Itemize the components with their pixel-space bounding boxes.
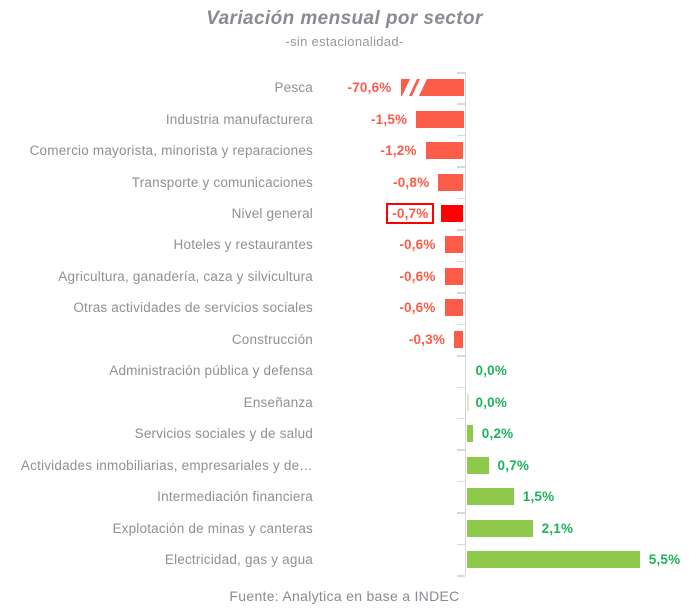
category-label: Industria manufacturera [165,111,313,127]
category-label: Actividades inmobiliarias, empresariales… [20,457,313,473]
value-label: -1,5% [370,111,408,127]
chart-row: Intermediación financiera 1,5% [0,481,689,512]
value-label: -0,6% [399,300,436,316]
axis-tick [456,355,465,357]
axis-tick [456,166,465,168]
bar [466,456,489,474]
value-label: -0,3% [408,331,446,347]
chart-row: Administración pública y defensa 0,0% [0,355,689,386]
bar [425,142,464,160]
value-label: 5,5% [648,551,681,567]
category-label: Enseñanza [243,394,313,410]
axis-tick [456,260,465,263]
bar [466,393,469,411]
category-label: Construcción [231,331,313,347]
axis-tick [456,449,465,451]
y-axis-line [464,72,466,576]
bar [466,550,640,568]
chart-row: Transporte y comunicaciones -0,8% [0,166,689,197]
bar [444,299,464,317]
bar [444,267,464,285]
category-label: Nivel general [231,206,313,222]
axis-tick [456,229,465,231]
axis-tick [456,512,465,514]
category-label: Electricidad, gas y agua [164,551,313,567]
value-label: -0,8% [393,174,430,190]
value-label: 0,0% [475,394,508,410]
chart-row: Comercio mayorista, minorista y reparaci… [0,135,689,166]
category-label: Intermediación financiera [157,489,313,505]
source-note: Fuente: Analytica en base a INDEC [229,588,460,604]
category-label: Servicios sociales y de salud [134,426,313,442]
axis-tick [456,323,465,326]
chart-row: Electricidad, gas y agua 5,5% [0,544,689,575]
bar [454,330,464,348]
bar [466,425,473,443]
chart-row: Actividades inmobiliarias, empresariales… [0,449,689,480]
category-label: Agricultura, ganadería, caza y silvicult… [58,268,313,284]
value-label: 0,0% [475,363,508,379]
chart-row: Pesca -70,6% [0,72,689,103]
value-label: -0,7% [386,198,435,229]
value-label: -70,6% [347,80,392,96]
category-label: Hoteles y restaurantes [173,237,313,253]
chart-row: Servicios sociales y de salud 0,2% [0,418,689,449]
category-label: Otras actividades de servicios sociales [73,300,313,316]
chart-row: Construcción -0,3% [0,324,689,355]
chart-row: Nivel general -0,7% [0,198,689,229]
chart-row: Industria manufacturera -1,5% [0,103,689,134]
axis-tick [456,417,465,420]
bar [416,110,464,128]
bar [466,519,533,537]
axis-tick [456,575,465,577]
category-label: Administración pública y defensa [109,363,313,379]
chart-row: Agricultura, ganadería, caza y silvicult… [0,261,689,292]
category-label: Explotación de minas y canteras [112,520,313,536]
category-label: Transporte y comunicaciones [131,174,313,190]
axis-tick [456,103,465,105]
category-label: Pesca [274,80,313,96]
bar [444,236,464,254]
axis-tick [456,134,465,137]
highlight-value-box: -0,7% [386,203,435,225]
bar [441,205,464,223]
value-label: 1,5% [522,489,555,505]
axis-tick [456,386,465,388]
chart-row: Explotación de minas y canteras 2,1% [0,512,689,543]
chart-title: Variación mensual por sector [206,8,483,29]
chart-row: Enseñanza 0,0% [0,387,689,418]
value-label: 0,2% [481,426,514,442]
bar [400,79,464,97]
chart-row: Otras actividades de servicios sociales -… [0,292,689,323]
axis-tick [456,480,465,483]
value-label: 2,1% [541,520,574,536]
chart-subtitle: -sin estacionalidad- [285,34,404,49]
bar [466,488,514,506]
value-label: -0,6% [399,268,436,284]
axis-tick [456,292,465,294]
value-label: 0,7% [497,457,530,473]
axis-tick [456,72,465,74]
category-label: Comercio mayorista, minorista y reparaci… [29,143,313,159]
axis-tick [456,197,465,200]
value-label: -0,6% [399,237,436,253]
value-label: -1,2% [380,143,417,159]
bar [438,173,464,191]
axis-tick [456,543,465,546]
chart-row: Hoteles y restaurantes -0,6% [0,229,689,260]
